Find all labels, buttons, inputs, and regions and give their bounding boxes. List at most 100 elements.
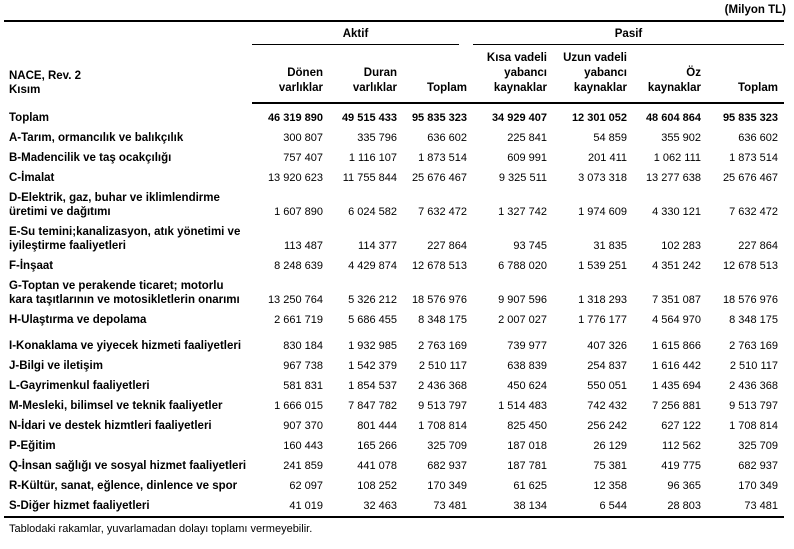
cell-value: 1 607 890 xyxy=(274,206,323,218)
unit-label: (Milyon TL) xyxy=(724,4,786,16)
cell-value: 1 873 514 xyxy=(729,152,778,164)
table-row: F-İnşaat 8 248 639 4 429 874 12 678 513 6 78… xyxy=(4,256,784,276)
row-label: M-Mesleki, bilimsel ve teknik faaliyetle… xyxy=(9,400,223,412)
cell-value: 170 349 xyxy=(738,480,778,492)
column-header-aktif-toplam: Toplam xyxy=(403,45,473,104)
cell-value: 108 252 xyxy=(357,480,397,492)
cell-value: 1 708 814 xyxy=(729,420,778,432)
table-row: S-Diğer hizmet faaliyetleri 41 019 32 463 7… xyxy=(4,496,784,517)
cell-value: 757 407 xyxy=(283,152,323,164)
row-header-line1: NACE, Rev. 2 xyxy=(9,70,82,82)
cell-value: 4 351 242 xyxy=(652,260,701,272)
row-label: N-İdari ve destek hizmtleri faaliyetleri xyxy=(9,420,212,432)
cell-value: 682 937 xyxy=(427,460,467,472)
cell-value: 2 763 169 xyxy=(418,340,467,352)
cell-value: 8 348 175 xyxy=(729,314,778,326)
cell-value: 13 250 764 xyxy=(267,294,323,306)
table-header: NACE, Rev. 2 Kısım Aktif Pasif Dönen var… xyxy=(4,21,784,104)
cell-value: 5 326 212 xyxy=(348,294,397,306)
cell-value: 62 097 xyxy=(289,480,323,492)
cell-value: 254 837 xyxy=(587,360,627,372)
cell-value: 1 539 251 xyxy=(578,260,627,272)
cell-value: 93 745 xyxy=(513,240,547,252)
cell-value: 73 481 xyxy=(744,500,778,512)
row-label: F-İnşaat xyxy=(9,260,54,272)
table-row: N-İdari ve destek hizmtleri faaliyetleri… xyxy=(4,416,784,436)
cell-value: 1 974 609 xyxy=(578,206,627,218)
cell-value: 41 019 xyxy=(289,500,323,512)
cell-value: 1 776 177 xyxy=(578,314,627,326)
group-header-row: NACE, Rev. 2 Kısım Aktif Pasif xyxy=(4,21,784,96)
cell-value: 25 676 467 xyxy=(411,172,467,184)
row-label: C-İmalat xyxy=(9,172,55,184)
table-row: Q-İnsan sağlığı ve sosyal hizmet faaliye… xyxy=(4,456,784,476)
cell-value: 227 864 xyxy=(427,240,467,252)
cell-value: 739 977 xyxy=(507,340,547,352)
cell-value: 825 450 xyxy=(507,420,547,432)
cell-value: 241 859 xyxy=(283,460,323,472)
cell-value: 1 708 814 xyxy=(418,420,467,432)
cell-value: 407 326 xyxy=(587,340,627,352)
cell-value: 7 847 782 xyxy=(348,400,397,412)
cell-value: 6 788 020 xyxy=(498,260,547,272)
table-row: L-Gayrimenkul faaliyetleri 581 831 1 854 5… xyxy=(4,376,784,396)
column-header-kisa-vadeli: Kısa vadeli yabancı kaynaklar xyxy=(473,45,553,104)
report-page: (Milyon TL) NACE, Rev. 2 Kısım Aktif xyxy=(4,4,786,535)
row-label: Q-İnsan sağlığı ve sosyal hizmet faaliye… xyxy=(9,460,247,472)
cell-value: 550 051 xyxy=(587,380,627,392)
table-row: Toplam 46 319 890 49 515 433 95 835 323 34 9… xyxy=(4,103,784,128)
cell-value: 2 007 027 xyxy=(498,314,547,326)
row-label: L-Gayrimenkul faaliyetleri xyxy=(9,380,150,392)
cell-value: 102 283 xyxy=(661,240,701,252)
cell-value: 1 116 107 xyxy=(348,152,397,164)
cell-value: 95 835 323 xyxy=(722,112,778,124)
cell-value: 75 381 xyxy=(593,460,627,472)
cell-value: 26 129 xyxy=(593,440,627,452)
row-label: P-Eğitim xyxy=(9,440,56,452)
cell-value: 7 256 881 xyxy=(652,400,701,412)
cell-value: 9 513 797 xyxy=(418,400,467,412)
group-label-pasif: Pasif xyxy=(473,27,784,45)
cell-value: 2 661 719 xyxy=(274,314,323,326)
cell-value: 114 377 xyxy=(358,240,397,252)
table-row: H-Ulaştırma ve depolama 2 661 719 5 686 45… xyxy=(4,310,784,330)
cell-value: 742 432 xyxy=(587,400,627,412)
cell-value: 627 122 xyxy=(661,420,701,432)
cell-value: 170 349 xyxy=(427,480,467,492)
group-header-aktif: Aktif xyxy=(252,21,473,45)
cell-value: 636 602 xyxy=(738,132,778,144)
cell-value: 25 676 467 xyxy=(722,172,778,184)
row-header-line2: Kısım xyxy=(9,84,41,96)
cell-value: 1 932 985 xyxy=(348,340,397,352)
cell-value: 225 841 xyxy=(507,132,547,144)
row-label: D-Elektrik, gaz, buhar ve iklimlendirme … xyxy=(9,192,220,218)
cell-value: 187 781 xyxy=(507,460,547,472)
table-row: B-Madencilik ve taş ocakçılığı 757 407 1 1… xyxy=(4,148,784,168)
table-row: A-Tarım, ormancılık ve balıkçılık 300 807… xyxy=(4,128,784,148)
cell-value: 11 755 844 xyxy=(342,172,397,184)
cell-value: 32 463 xyxy=(363,500,397,512)
cell-value: 95 835 323 xyxy=(411,112,467,124)
row-label: I-Konaklama ve yiyecek hizmeti faaliyetl… xyxy=(9,340,242,352)
cell-value: 256 242 xyxy=(587,420,627,432)
cell-value: 96 365 xyxy=(667,480,701,492)
cell-value: 325 709 xyxy=(427,440,467,452)
table-row: R-Kültür, sanat, eğlence, dinlence ve sp… xyxy=(4,476,784,496)
cell-value: 49 515 433 xyxy=(341,112,397,124)
cell-value: 325 709 xyxy=(738,440,778,452)
cell-value: 1 873 514 xyxy=(418,152,467,164)
cell-value: 34 929 407 xyxy=(491,112,547,124)
row-label: S-Diğer hizmet faaliyetleri xyxy=(9,500,150,512)
cell-value: 160 443 xyxy=(283,440,323,452)
cell-value: 4 429 874 xyxy=(348,260,397,272)
table-row: M-Mesleki, bilimsel ve teknik faaliyetle… xyxy=(4,396,784,416)
table-row: E-Su temini;kanalizasyon, atık yönetimi … xyxy=(4,222,784,256)
cell-value: 1 615 866 xyxy=(652,340,701,352)
cell-value: 907 370 xyxy=(283,420,323,432)
cell-value: 48 604 864 xyxy=(645,112,701,124)
cell-value: 1 514 483 xyxy=(498,400,547,412)
cell-value: 7 632 472 xyxy=(418,206,467,218)
cell-value: 1 542 379 xyxy=(348,360,397,372)
column-header-row: Dönen varlıklar Duran varlıklar Toplam K… xyxy=(4,45,784,104)
cell-value: 13 920 623 xyxy=(267,172,323,184)
